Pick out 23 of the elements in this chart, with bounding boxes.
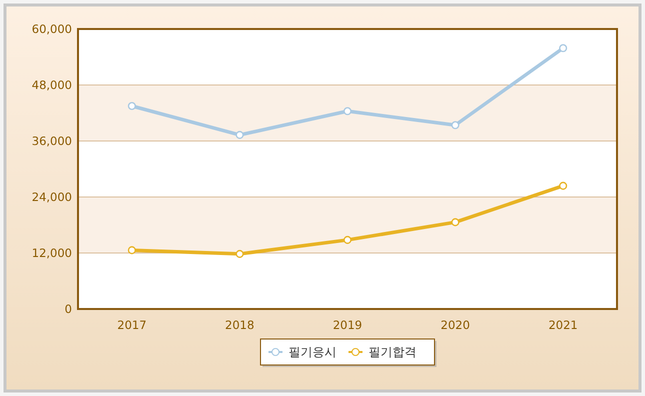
y-tick-label: 12,000	[32, 246, 72, 260]
point	[559, 182, 568, 190]
legend-label: 필기응시	[288, 345, 336, 360]
x-tick-label: 2018	[225, 318, 254, 332]
x-tick-label: 2017	[117, 318, 147, 332]
y-tick-label: 24,000	[32, 190, 72, 204]
point	[451, 218, 460, 226]
y-tick-label: 0	[64, 302, 72, 316]
point	[236, 250, 244, 258]
x-tick-label: 2019	[332, 318, 362, 332]
y-tick-label: 60,000	[32, 22, 72, 36]
y-tick-label: 36,000	[32, 134, 72, 148]
y-tick-label: 48,000	[32, 78, 72, 92]
point	[343, 236, 352, 244]
x-tick-label: 2020	[440, 318, 470, 332]
point	[128, 102, 136, 110]
point	[236, 130, 244, 139]
point	[559, 44, 568, 52]
legend-label: 필기합격	[368, 345, 416, 360]
point	[128, 246, 136, 254]
point	[343, 107, 352, 116]
x-tick-label: 2021	[548, 318, 578, 332]
point	[451, 121, 460, 130]
